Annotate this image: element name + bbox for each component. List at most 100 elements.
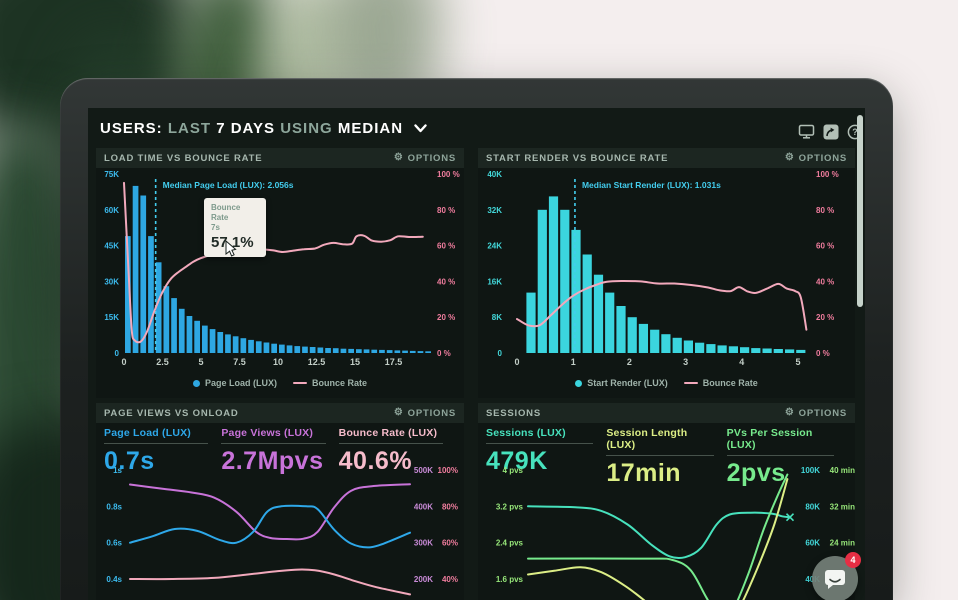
axis-label: 400K [414, 502, 433, 511]
axis-label: 32K [487, 206, 502, 215]
axis-label: 2 [627, 357, 632, 367]
axis-label: 60K [104, 206, 119, 215]
options-button[interactable]: ⚙ OPTIONS [393, 152, 456, 164]
axis-label: 8K [492, 313, 502, 322]
axis-label: 60 % [437, 242, 455, 251]
axis-label: 0.8s [106, 502, 122, 511]
legend-bounce-rate[interactable]: Bounce Rate [293, 378, 367, 388]
bars[interactable] [125, 185, 431, 353]
axis-label: 40% [442, 575, 458, 584]
axis-label: Median Start Render (LUX): 1.031s [582, 180, 721, 190]
panel-load-time: LOAD TIME VS BOUNCE RATE ⚙ OPTIONS 75K 60K… [96, 148, 464, 398]
metric-page-views: Page Views (LUX) 2.7Mpvs [221, 427, 326, 476]
options-button[interactable]: ⚙ OPTIONS [393, 407, 456, 419]
series-line [527, 473, 789, 600]
legend-line [683, 382, 698, 384]
axis-label: 1s [113, 466, 122, 475]
metric-bounce-rate: Bounce Rate (LUX) 40.6% [338, 427, 443, 476]
scrollbar[interactable] [857, 115, 863, 307]
legend: Start Render (LUX) Bounce Rate [478, 378, 855, 388]
axis-label: 100% [438, 466, 458, 475]
axis-label: 60 % [816, 242, 834, 251]
options-button[interactable]: ⚙ OPTIONS [784, 407, 847, 419]
panel-title: START RENDER VS BOUNCE RATE [486, 152, 669, 164]
axis-label: 40 % [816, 277, 834, 286]
axis-label: 15 [350, 357, 360, 367]
metric-sessions: Sessions (LUX) 479K [486, 427, 594, 488]
options-button[interactable]: ⚙ OPTIONS [784, 152, 847, 164]
chat-bubble-icon [825, 570, 845, 589]
end-marker [785, 513, 795, 522]
axis-label: 17.5 [385, 357, 403, 367]
notification-badge: 4 [845, 552, 861, 568]
legend-dot [192, 379, 200, 387]
series-line [129, 568, 411, 596]
series-line [129, 504, 411, 549]
axis-label: 4 [739, 357, 744, 367]
start-render-chart[interactable]: 40K 32K 24K 16K 8K 0 100 % 80 % 60 % 40 % 20 % 0 % 0… [478, 168, 855, 375]
axis-label: 3.2 pvs [496, 502, 524, 511]
series-line [527, 478, 789, 600]
axis-label: 100K [801, 466, 820, 475]
laptop-bezel: USERS: LAST 7 DAYS USING MEDIAN ? [60, 78, 893, 600]
panel-title: LOAD TIME VS BOUNCE RATE [104, 152, 263, 164]
panel-page-views-onload: PAGE VIEWS VS ONLOAD ⚙ OPTIONS Page Load … [96, 403, 464, 600]
axis-label: 60K [805, 539, 820, 548]
page-views-onload-chart[interactable]: 1s 0.8s 0.6s 0.4s 500K 400K 300K 200K 100% 80% 60%… [96, 463, 464, 600]
axis-label: 12.5 [308, 357, 326, 367]
axis-label: 200K [414, 575, 433, 584]
axis-label: 20 % [816, 313, 834, 322]
axis-label: 15K [104, 313, 119, 322]
axis-label: 1.6 pvs [496, 575, 524, 584]
bars[interactable] [526, 196, 806, 353]
axis-label: 5 [198, 357, 203, 367]
axis-label: 0 [514, 357, 519, 367]
axis-label: Median Page Load (LUX): 2.056s [163, 180, 294, 190]
tooltip: Bounce Rate 7s 57.1% [204, 198, 266, 257]
legend-page-load[interactable]: Page Load (LUX) [192, 378, 277, 388]
gear-icon: ⚙ [784, 407, 795, 418]
metric-session-length: Session Length (LUX) 17min [606, 427, 714, 488]
panel-title: SESSIONS [486, 407, 541, 419]
axis-label: 0 % [437, 349, 451, 358]
axis-label: 0.6s [106, 539, 122, 548]
title-median: MEDIAN [337, 120, 404, 137]
panel-start-render: START RENDER VS BOUNCE RATE ⚙ OPTIONS 40K… [478, 148, 855, 398]
axis-label: 0 % [816, 349, 830, 358]
axis-label: 24K [487, 242, 502, 251]
axis-label: 0 [115, 349, 120, 358]
series-line [129, 483, 411, 541]
axis-label: 300K [414, 539, 433, 548]
axis-label: 60% [442, 539, 458, 548]
display-icon[interactable] [798, 123, 815, 140]
axis-label: 80% [442, 502, 458, 511]
metric-page-load: Page Load (LUX) 0.7s [104, 427, 209, 476]
legend-start-render[interactable]: Start Render (LUX) [575, 378, 668, 388]
share-icon[interactable] [822, 123, 839, 140]
axis-label: 40K [487, 170, 502, 179]
axis-label: 40 min [830, 466, 855, 475]
axis-label: 80K [805, 502, 820, 511]
axis-label: 32 min [830, 502, 855, 511]
chat-widget-button[interactable]: 4 [812, 552, 861, 600]
legend-bounce-rate[interactable]: Bounce Rate [683, 378, 758, 388]
axis-label: 30K [104, 277, 119, 286]
gear-icon: ⚙ [393, 407, 404, 418]
axis-label: 100 % [816, 170, 839, 179]
title-days: 7 DAYS [216, 120, 276, 137]
chevron-down-icon[interactable] [414, 124, 427, 133]
axis-label: 16K [487, 277, 502, 286]
axis-label: 80 % [816, 206, 834, 215]
axis-label: 1 [571, 357, 576, 367]
svg-text:?: ? [852, 127, 858, 137]
load-time-chart[interactable]: 75K 60K 45K 30K 15K 0 100 % 80 % 60 % 40 % 20 % 0 %… [96, 168, 464, 375]
panel-title: PAGE VIEWS VS ONLOAD [104, 407, 239, 419]
axis-label: 10 [273, 357, 283, 367]
mouse-cursor-icon [225, 240, 237, 257]
axis-label: 75K [104, 170, 119, 179]
axis-label: 0.4s [106, 575, 122, 584]
axis-label: 5 [795, 357, 800, 367]
axis-label: 40 % [437, 277, 455, 286]
